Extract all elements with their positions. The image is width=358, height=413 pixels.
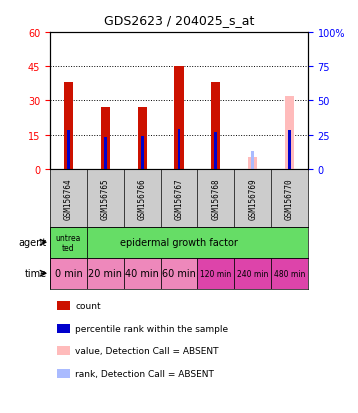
- Text: percentile rank within the sample: percentile rank within the sample: [75, 324, 228, 333]
- Text: 60 min: 60 min: [162, 268, 196, 279]
- Text: GSM156768: GSM156768: [211, 178, 220, 219]
- Bar: [161, 258, 197, 289]
- Text: GSM156770: GSM156770: [285, 178, 294, 219]
- Text: GSM156764: GSM156764: [64, 178, 73, 219]
- Text: GSM156769: GSM156769: [248, 178, 257, 219]
- Text: GDS2623 / 204025_s_at: GDS2623 / 204025_s_at: [104, 14, 254, 27]
- Bar: [137, 108, 147, 169]
- Text: epidermal growth factor: epidermal growth factor: [120, 237, 238, 248]
- Text: 240 min: 240 min: [237, 269, 268, 278]
- Bar: [64, 83, 73, 169]
- Bar: [211, 83, 221, 169]
- Bar: [271, 258, 308, 289]
- Bar: [178, 130, 180, 169]
- Bar: [124, 258, 161, 289]
- Bar: [197, 258, 234, 289]
- Text: 480 min: 480 min: [274, 269, 305, 278]
- Text: untrea
ted: untrea ted: [56, 233, 81, 252]
- Bar: [101, 108, 110, 169]
- Text: GSM156765: GSM156765: [101, 178, 110, 219]
- Bar: [87, 258, 124, 289]
- Text: time: time: [24, 268, 47, 279]
- Text: count: count: [75, 301, 101, 310]
- Text: 40 min: 40 min: [125, 268, 159, 279]
- Bar: [67, 131, 70, 169]
- Bar: [174, 67, 184, 169]
- Bar: [234, 258, 271, 289]
- Bar: [214, 133, 217, 169]
- Bar: [288, 131, 291, 169]
- Text: agent: agent: [18, 237, 47, 248]
- Text: GSM156767: GSM156767: [174, 178, 184, 219]
- Bar: [87, 227, 308, 258]
- Text: 20 min: 20 min: [88, 268, 122, 279]
- Bar: [248, 158, 257, 169]
- Text: GSM156766: GSM156766: [138, 178, 147, 219]
- Text: 120 min: 120 min: [200, 269, 232, 278]
- Text: 0 min: 0 min: [55, 268, 82, 279]
- Bar: [50, 258, 87, 289]
- Bar: [104, 138, 107, 169]
- Bar: [285, 97, 294, 169]
- Bar: [50, 227, 87, 258]
- Bar: [251, 152, 254, 169]
- Bar: [141, 137, 144, 169]
- Text: rank, Detection Call = ABSENT: rank, Detection Call = ABSENT: [75, 369, 214, 378]
- Text: value, Detection Call = ABSENT: value, Detection Call = ABSENT: [75, 347, 219, 356]
